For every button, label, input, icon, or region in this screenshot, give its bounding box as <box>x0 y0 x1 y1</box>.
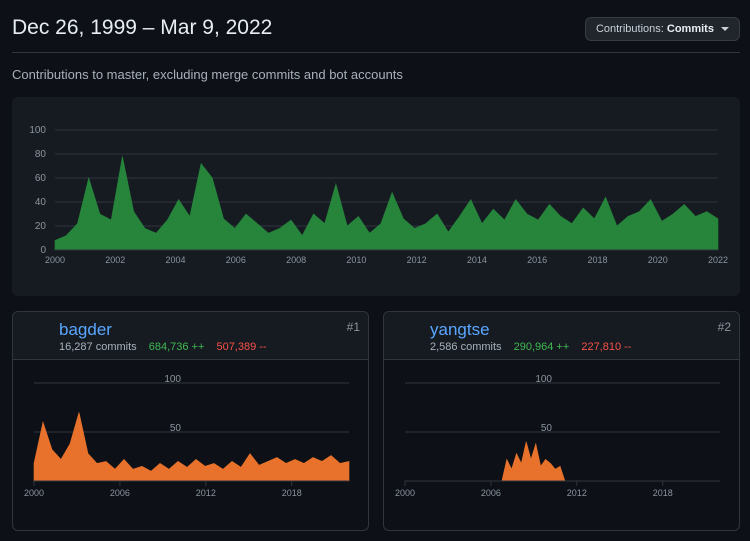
x-tick-label: 2022 <box>708 255 728 265</box>
x-tick-label: 2020 <box>648 255 668 265</box>
series-area <box>405 441 720 482</box>
date-range-title: Dec 26, 1999 – Mar 9, 2022 <box>12 16 273 39</box>
x-tick-label: 2018 <box>282 488 302 498</box>
series-area <box>54 156 719 251</box>
x-tick-label: 2004 <box>166 255 186 265</box>
y-tick-label: 0 <box>40 245 46 256</box>
x-tick-label: 2018 <box>587 255 607 265</box>
contributions-value: Commits <box>666 23 714 35</box>
y-tick-label: 60 <box>35 173 47 184</box>
x-tick-label: 2000 <box>24 488 44 498</box>
contributor-rank: #2 <box>717 320 731 334</box>
contributor-card-header: bagder 16,287 commits 684,736 ++ 507,389… <box>13 312 368 360</box>
y-tick-label: 100 <box>164 374 181 385</box>
x-tick-label: 2006 <box>226 255 246 265</box>
contributor-chart-svg: 50 100 2000 2006 2012 2018 <box>395 374 720 498</box>
x-tick-label: 2006 <box>110 488 130 498</box>
contributor-rank: #1 <box>346 320 360 334</box>
y-tick-label: 100 <box>29 125 46 136</box>
contributor-card-header: yangtse 2,586 commits 290,964 ++ 227,810… <box>384 312 739 360</box>
y-tick-label: 20 <box>35 221 47 232</box>
contributions-dropdown-button[interactable]: Contributions: Commits <box>584 17 740 41</box>
x-tick-label: 2016 <box>527 255 547 265</box>
x-tick-label: 2010 <box>346 255 366 265</box>
y-tick-label: 50 <box>170 423 182 434</box>
contributions-label: Contributions: <box>595 23 664 35</box>
deletions-count: 507,389 -- <box>216 341 267 353</box>
x-tick-label: 2008 <box>286 255 306 265</box>
y-tick-label: 50 <box>541 423 553 434</box>
x-tick-label: 2018 <box>653 488 673 498</box>
x-tick-label: 2014 <box>467 255 487 265</box>
x-tick-label: 2000 <box>45 255 65 265</box>
avatar[interactable] <box>390 318 422 350</box>
x-tick-label: 2012 <box>407 255 427 265</box>
y-tick-label: 100 <box>535 374 552 385</box>
contributor-card-1: bagder 16,287 commits 684,736 ++ 507,389… <box>12 311 369 531</box>
contributor-stats: 2,586 commits 290,964 ++ 227,810 -- <box>430 341 631 353</box>
x-tick-label: 2002 <box>105 255 125 265</box>
contributions-chart: 0 20 40 60 80 100 2000 2002 2004 2006 2008 2010 2012… <box>12 97 740 296</box>
contributions-chart-svg: 0 20 40 60 80 100 2000 2002 2004 2006 2008 2010 2012… <box>29 125 728 265</box>
deletions-count: 227,810 -- <box>581 341 632 353</box>
x-tick-label: 2000 <box>395 488 415 498</box>
contributor-username-link[interactable]: bagder <box>59 320 112 339</box>
y-tick-label: 40 <box>35 197 47 208</box>
x-tick-label: 2012 <box>196 488 216 498</box>
contributor-stats: 16,287 commits 684,736 ++ 507,389 -- <box>59 341 267 353</box>
series-area <box>33 412 350 482</box>
chevron-down-icon <box>721 27 729 32</box>
contributor-card-2: yangtse 2,586 commits 290,964 ++ 227,810… <box>383 311 740 531</box>
page-header: Dec 26, 1999 – Mar 9, 2022 Contributions… <box>12 10 740 53</box>
avatar[interactable] <box>19 318 51 350</box>
commit-count: 2,586 commits <box>430 341 502 353</box>
additions-count: 684,736 ++ <box>148 341 205 353</box>
contributor-chart-svg: 50 100 2000 2006 2012 2018 <box>24 374 350 498</box>
page-subtitle: Contributions to master, excluding merge… <box>12 67 403 82</box>
commit-count: 16,287 commits <box>59 341 137 353</box>
additions-count: 290,964 ++ <box>513 341 570 353</box>
x-tick-label: 2012 <box>567 488 587 498</box>
y-tick-label: 80 <box>35 149 47 160</box>
contributor-username-link[interactable]: yangtse <box>430 320 490 339</box>
x-tick-label: 2006 <box>481 488 501 498</box>
